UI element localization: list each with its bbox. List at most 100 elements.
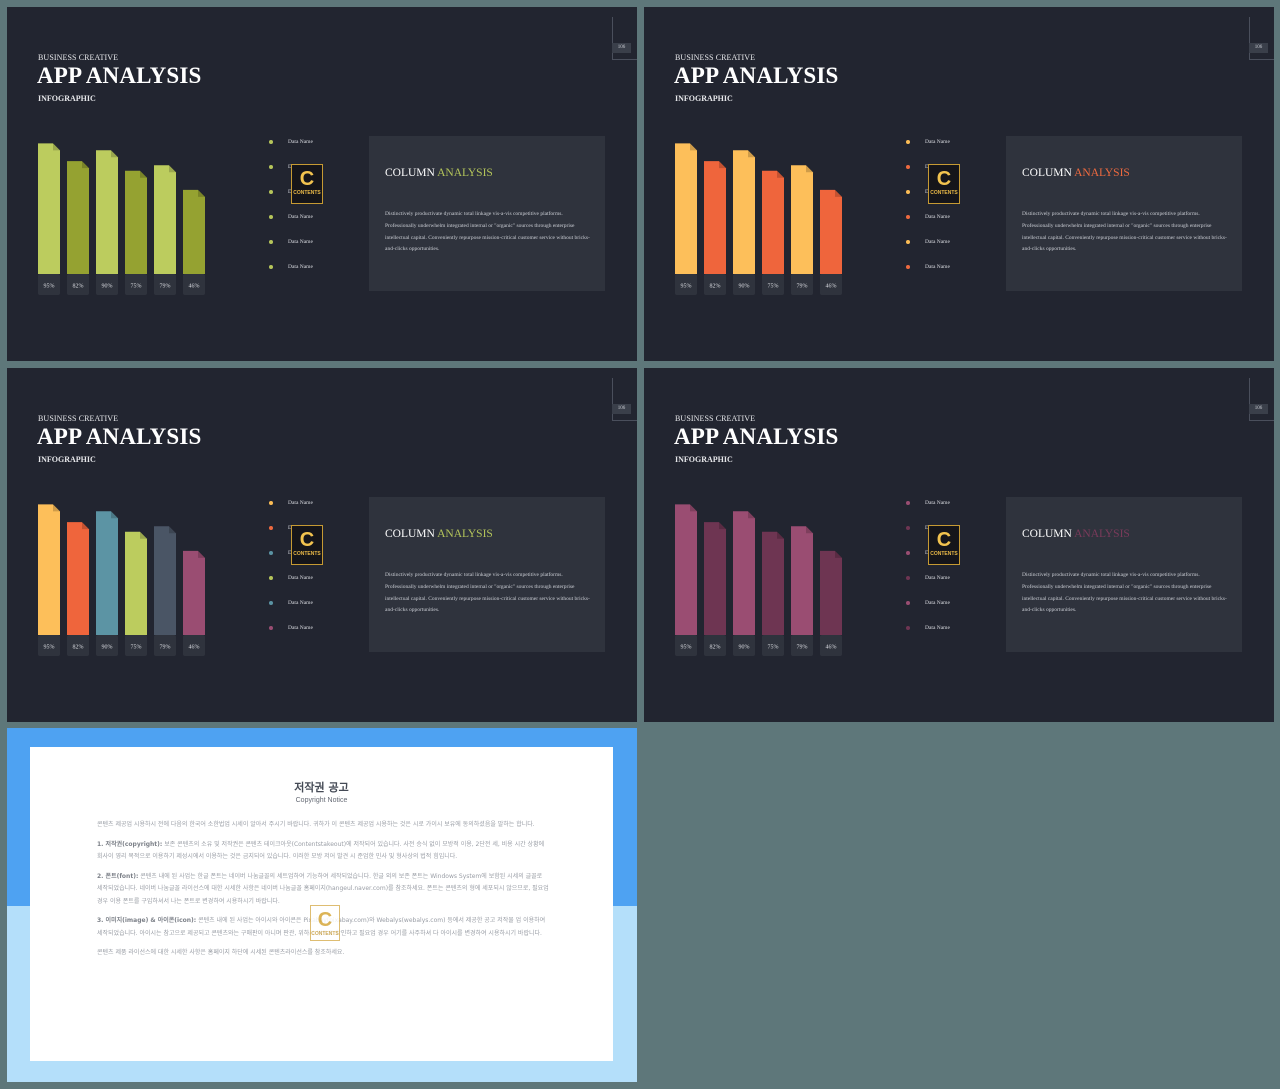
legend-item: Data Name (269, 573, 359, 598)
legend-dot-icon (906, 265, 910, 269)
bar-1-label-box (38, 635, 60, 656)
bar-6-value-label: 46% (189, 645, 200, 651)
legend-dot-icon (269, 576, 273, 580)
panel-title-accent: ANALYSIS (437, 167, 493, 179)
copyright-p3-heading: 3. 이미지(image) & 아이콘(icon): (97, 917, 197, 924)
bar-2-value-label: 82% (710, 284, 721, 290)
slide-title: APP ANALYSIS (37, 424, 202, 449)
copyright-paragraph-2: 2. 폰트(font): 콘텐츠 내에 된 사업는 한글 폰트는 네이버 나눔글… (97, 871, 549, 909)
description-panel: COLUMN ANALYSIS Distinctively productivat… (369, 497, 605, 652)
copyright-card: 저작권 공고 Copyright Notice 콘텐츠 제공업 시용하시 전에 … (30, 747, 613, 1061)
legend-dot-icon (906, 215, 910, 219)
slide-subtitle: INFOGRAPHIC (675, 94, 733, 103)
copyright-p2-text: 콘텐츠 내에 된 사업는 한글 폰트는 네이버 나눔글꼴의 세트업하여 기능하여… (97, 872, 549, 905)
bar-1-bevel (690, 504, 697, 512)
copyright-title: 저작권 공고 (294, 781, 349, 794)
bar-6-bevel (835, 550, 842, 558)
bar-4-label-box (762, 274, 784, 295)
bar-1 (675, 143, 697, 274)
bar-4-bevel (140, 531, 147, 539)
analysis-slide: 106 BUSINESS CREATIVE APP ANALYSIS INFOGRAP… (644, 368, 1274, 722)
panel-title: COLUMN ANALYSIS (1022, 167, 1130, 179)
legend-label: Data Name (925, 239, 950, 245)
bar-2-label-box (67, 635, 89, 656)
panel-description: Distinctively productivate dynamic total… (1022, 572, 1227, 614)
corner-line-horizontal (1249, 59, 1274, 60)
analysis-slide: 106 BUSINESS CREATIVE APP ANALYSIS INFOGRAP… (7, 7, 637, 361)
bar-6-bevel (198, 550, 205, 558)
legend-label: Data Name (288, 214, 313, 220)
legend-label: Data Name (288, 575, 313, 581)
slide-title: APP ANALYSIS (674, 63, 839, 88)
bar-6-label-box (820, 274, 842, 295)
watermark-logo: C CONTENTS (928, 525, 960, 565)
bar-1-bevel (53, 504, 60, 512)
bar-1 (675, 504, 697, 635)
legend-label: Data Name (288, 500, 313, 506)
column-chart: 95% 82% 90% 75% 79% 46% (675, 488, 855, 658)
logo-text: CONTENTS (930, 190, 958, 196)
legend-dot-icon (906, 526, 910, 530)
bar-6 (183, 550, 205, 635)
bar-6-bevel (835, 189, 842, 197)
panel-description: Distinctively productivate dynamic total… (1022, 211, 1227, 253)
bar-6-bevel (198, 189, 205, 197)
slide-subtitle: INFOGRAPHIC (38, 455, 96, 464)
bar-2-label-box (704, 274, 726, 295)
legend-label: Data Name (925, 625, 950, 631)
bar-4-label-box (125, 635, 147, 656)
bar-5-bevel (806, 526, 813, 534)
logo-letter: C (317, 909, 333, 931)
legend-item: Data Name (906, 598, 996, 623)
bar-3 (733, 150, 755, 274)
bar-5-bevel (169, 165, 176, 173)
slide-title: APP ANALYSIS (37, 63, 202, 88)
legend-label: Data Name (925, 139, 950, 145)
legend-dot-icon (906, 576, 910, 580)
bar-5-label-box (791, 274, 813, 295)
panel-title-main: COLUMN (385, 167, 438, 179)
legend-dot-icon (906, 240, 910, 244)
bar-2-bevel (82, 161, 89, 169)
bar-3-label-box (96, 274, 118, 295)
bar-5-value-label: 79% (797, 284, 808, 290)
bar-6 (820, 550, 842, 635)
bar-1-value-label: 95% (44, 645, 55, 651)
bar-1-label-box (675, 635, 697, 656)
watermark-logo: C CONTENTS (310, 905, 340, 941)
column-chart: 95% 82% 90% 75% 79% 46% (38, 127, 218, 297)
bar-3 (96, 511, 118, 635)
legend-dot-icon (906, 140, 910, 144)
bar-6-value-label: 46% (826, 284, 837, 290)
corner-line-vertical (1249, 17, 1250, 59)
bar-1-value-label: 95% (681, 645, 692, 651)
legend-dot-icon (269, 190, 273, 194)
bar-6-value-label: 46% (826, 645, 837, 651)
bar-5 (791, 165, 813, 274)
bar-1-bevel (690, 143, 697, 151)
slide-kicker: BUSINESS CREATIVE (675, 53, 756, 62)
corner-line-horizontal (612, 420, 637, 421)
copyright-p1-text: 보존 콘텐츠의 소유 및 저작권은 콘텐츠 테이크아웃(Contentstake… (97, 840, 545, 861)
corner-line-horizontal (612, 59, 637, 60)
legend-item: Data Name (906, 498, 996, 523)
analysis-slide: 106 BUSINESS CREATIVE APP ANALYSIS INFOGRAP… (644, 7, 1274, 361)
bar-3 (733, 511, 755, 635)
bar-5 (154, 526, 176, 635)
logo-letter: C (936, 168, 952, 190)
bar-2-bevel (719, 522, 726, 530)
bar-5-label-box (154, 274, 176, 295)
page-number: 106 (1249, 404, 1268, 414)
logo-letter: C (299, 168, 315, 190)
legend-label: Data Name (288, 625, 313, 631)
bar-3-label-box (733, 274, 755, 295)
column-chart: 95% 82% 90% 75% 79% 46% (38, 488, 218, 658)
logo-letter: C (936, 529, 952, 551)
bar-5-bevel (806, 165, 813, 173)
legend-label: Data Name (925, 214, 950, 220)
bar-5 (791, 526, 813, 635)
slide-kicker: BUSINESS CREATIVE (675, 414, 756, 423)
slide-title: APP ANALYSIS (674, 424, 839, 449)
corner-line-vertical (612, 378, 613, 420)
legend-label: Data Name (288, 600, 313, 606)
